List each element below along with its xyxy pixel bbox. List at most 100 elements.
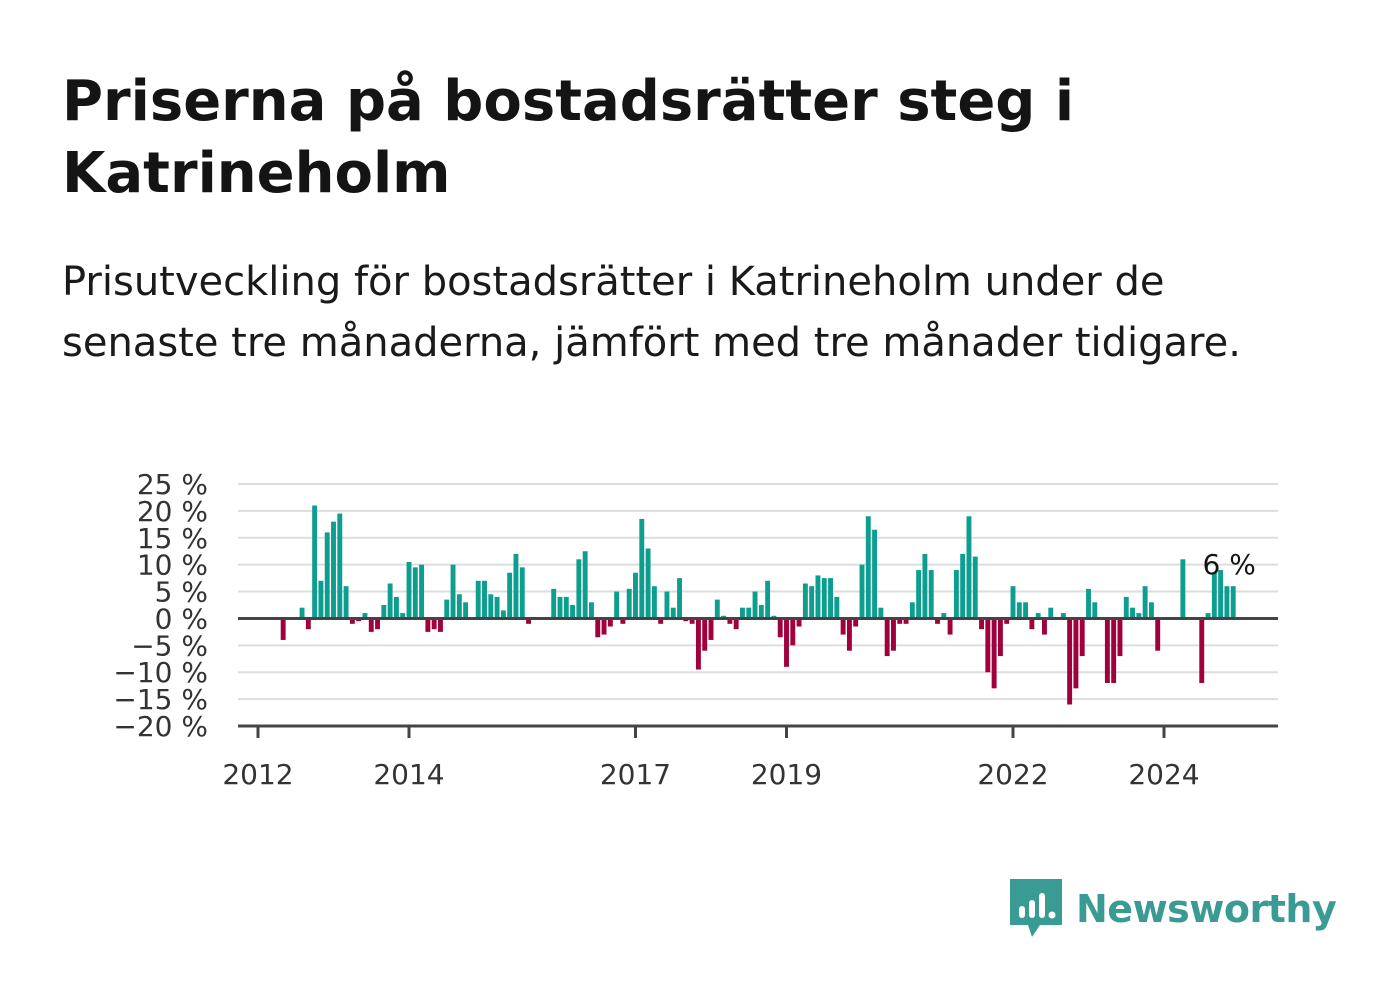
bar: [702, 618, 708, 651]
bar: [1211, 572, 1217, 619]
value-annotation: 6 %: [1203, 548, 1256, 581]
bar: [695, 618, 701, 670]
bar: [891, 618, 896, 651]
bar: [438, 618, 443, 632]
bar: [1230, 586, 1236, 619]
y-tick-label: −15 %: [113, 683, 208, 716]
bar: [519, 567, 525, 619]
bar: [1086, 588, 1091, 619]
bar: [740, 607, 745, 619]
bar: [639, 518, 645, 619]
y-tick-label: 10 %: [137, 549, 208, 582]
bar: [595, 618, 601, 638]
bar: [500, 610, 506, 619]
bar: [802, 583, 808, 619]
bar: [664, 591, 670, 619]
bar: [884, 618, 890, 657]
bar: [450, 564, 456, 619]
bar: [324, 532, 330, 619]
bar: [935, 618, 940, 624]
bar: [878, 607, 884, 619]
bar: [1130, 607, 1135, 619]
bar: [375, 618, 380, 630]
bar: [815, 575, 821, 619]
bar: [727, 618, 733, 624]
bar: [633, 572, 638, 619]
bar: [494, 596, 500, 619]
bar: [997, 618, 1003, 657]
bar: [620, 618, 626, 624]
bar: [1111, 618, 1117, 683]
x-tick-label: 2022: [977, 758, 1048, 791]
bar: [1092, 602, 1098, 619]
bar: [406, 561, 412, 619]
bar: [1205, 613, 1211, 619]
bar: [840, 618, 846, 635]
y-tick-label: 25 %: [137, 468, 208, 501]
bar: [1117, 618, 1123, 657]
bar: [576, 559, 582, 619]
bar: [381, 605, 387, 619]
bar: [1155, 618, 1161, 651]
bar: [1042, 618, 1047, 635]
bar: [570, 605, 576, 619]
chart-title: Priserna på bostadsrätter steg i Katrine…: [62, 69, 1075, 206]
x-tick-label: 2019: [751, 758, 822, 791]
bar: [400, 613, 406, 619]
bar: [897, 618, 903, 624]
bar: [557, 596, 563, 619]
bar: [928, 570, 934, 619]
bar: [425, 618, 431, 632]
bar: [809, 586, 815, 619]
x-tick-label: 2014: [373, 758, 444, 791]
bar: [828, 578, 833, 619]
bar: [834, 596, 840, 619]
bar: [331, 521, 336, 619]
bar: [387, 583, 393, 619]
bar: [1048, 607, 1054, 619]
bar: [582, 551, 588, 619]
bar: [1180, 559, 1186, 619]
bar: [463, 602, 469, 619]
bar-chart: 25 %20 %15 %10 %5 %0 %−5 %−10 %−15 %−20 …: [113, 468, 1278, 791]
bar: [1067, 618, 1073, 705]
bar: [614, 591, 620, 619]
bar: [670, 607, 676, 619]
newsworthy-brand[interactable]: Newsworthy: [1010, 878, 1337, 940]
bar: [456, 594, 462, 619]
bar: [626, 588, 632, 619]
bar: [280, 618, 286, 640]
bar: [1142, 586, 1148, 619]
bar: [985, 618, 991, 673]
bar: [1148, 602, 1154, 619]
bar: [431, 618, 437, 630]
bar: [922, 553, 928, 619]
chart-subtitle: Prisutveckling för bostadsrätter i Katri…: [62, 259, 1241, 366]
bar: [953, 570, 959, 619]
bar: [362, 613, 368, 619]
bar: [1199, 618, 1205, 683]
bar: [903, 618, 909, 624]
bar: [444, 599, 450, 619]
bar: [865, 516, 871, 619]
x-tick-label: 2012: [222, 758, 293, 791]
bar: [1123, 596, 1129, 619]
bar: [677, 578, 682, 619]
axes: [238, 616, 1278, 738]
y-tick-label: −10 %: [113, 656, 208, 689]
bar: [337, 513, 343, 619]
bar: [475, 580, 481, 619]
bar: [1073, 618, 1079, 689]
bar: [758, 605, 764, 619]
bar: [482, 580, 487, 619]
bar: [412, 567, 418, 619]
bar: [752, 591, 758, 619]
bar: [916, 570, 922, 619]
x-tick-label: 2024: [1128, 758, 1199, 791]
bar: [1016, 602, 1022, 619]
bar: [979, 618, 984, 630]
y-tick-label: −5 %: [131, 629, 208, 662]
bar: [1218, 570, 1224, 619]
bar: [305, 618, 311, 630]
bar: [746, 607, 752, 619]
